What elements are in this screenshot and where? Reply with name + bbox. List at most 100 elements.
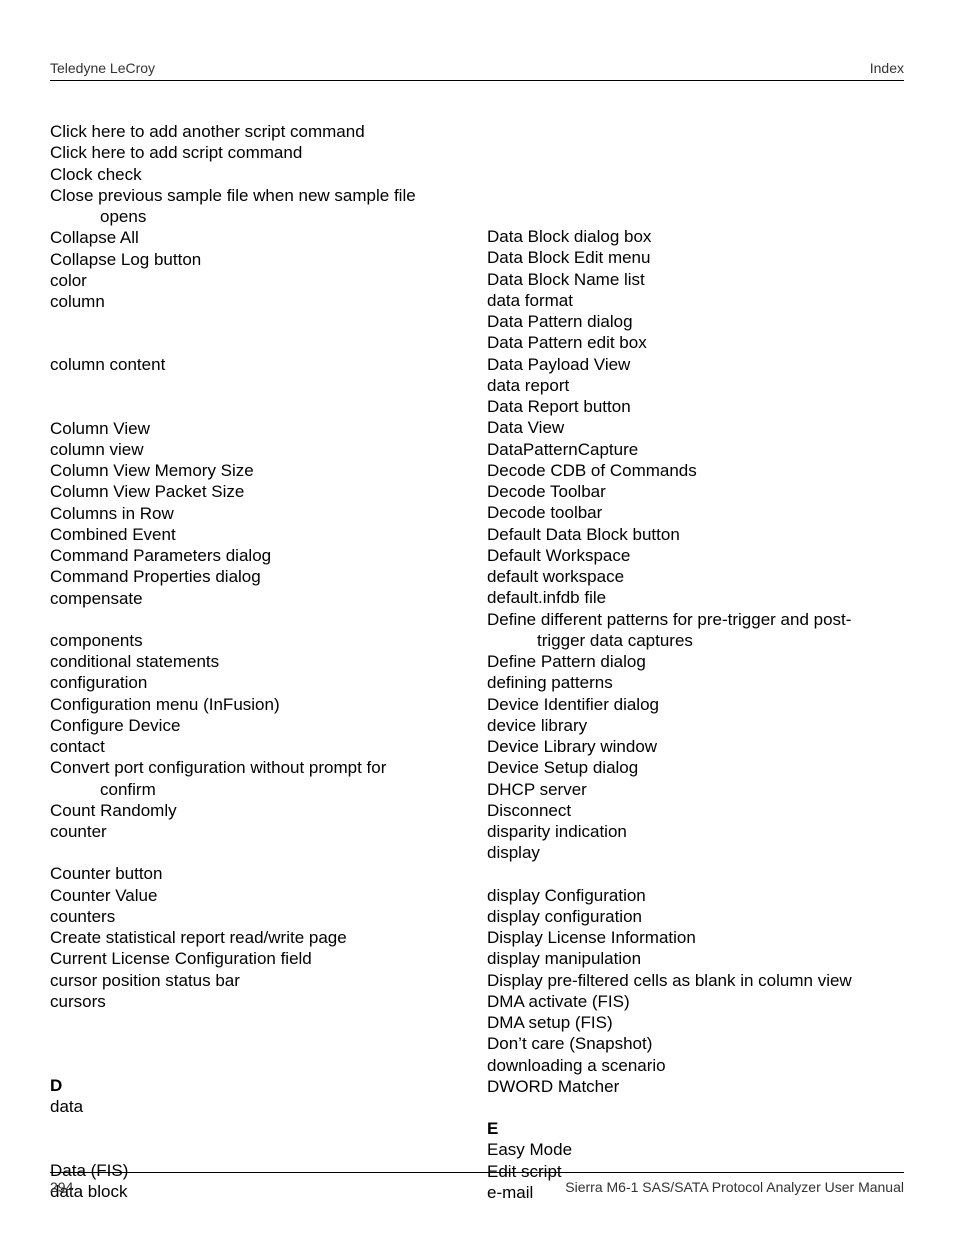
spacer [50, 1139, 467, 1160]
index-entry[interactable]: DHCP server [487, 779, 904, 800]
spacer [487, 121, 904, 142]
index-entry[interactable]: default.infdb file [487, 587, 904, 608]
header-left: Teledyne LeCroy [50, 60, 155, 76]
index-entry[interactable]: Device Library window [487, 736, 904, 757]
index-entry[interactable]: Counter Value [50, 885, 467, 906]
index-entry[interactable]: Counter button [50, 863, 467, 884]
index-entry[interactable]: DMA activate (FIS) [487, 991, 904, 1012]
index-entry[interactable]: compensate [50, 588, 467, 609]
index-entry[interactable]: Define Pattern dialog [487, 651, 904, 672]
header-rule [50, 80, 904, 81]
spacer [50, 609, 467, 630]
index-entry[interactable]: Display License Information [487, 927, 904, 948]
index-entry[interactable]: Configure Device [50, 715, 467, 736]
index-entry[interactable]: DMA setup (FIS) [487, 1012, 904, 1033]
index-entry[interactable]: Create statistical report read/write pag… [50, 927, 467, 948]
index-entry[interactable]: configuration [50, 672, 467, 693]
index-entry[interactable]: DataPatternCapture [487, 439, 904, 460]
index-column-right: Data Block dialog boxData Block Edit men… [487, 121, 904, 1203]
index-entry[interactable]: Column View [50, 418, 467, 439]
index-entry[interactable]: defining patterns [487, 672, 904, 693]
index-entry[interactable]: data report [487, 375, 904, 396]
index-entry[interactable]: Data Pattern dialog [487, 311, 904, 332]
index-entry[interactable]: data format [487, 290, 904, 311]
index-entry[interactable]: Columns in Row [50, 503, 467, 524]
index-entry[interactable]: Collapse All [50, 227, 467, 248]
index-entry[interactable]: Easy Mode [487, 1139, 904, 1160]
index-entry[interactable]: Clock check [50, 164, 467, 185]
index-entry[interactable]: downloading a scenario [487, 1055, 904, 1076]
index-section-letter: D [50, 1075, 467, 1096]
index-entry[interactable]: conditional statements [50, 651, 467, 672]
index-entry[interactable]: Device Setup dialog [487, 757, 904, 778]
index-entry[interactable]: display manipulation [487, 948, 904, 969]
index-entry[interactable]: Data Block dialog box [487, 226, 904, 247]
index-entry[interactable]: Decode CDB of Commands [487, 460, 904, 481]
index-entry-continuation: trigger data captures [487, 630, 904, 651]
index-entry[interactable]: display Configuration [487, 885, 904, 906]
index-entry[interactable]: default workspace [487, 566, 904, 587]
spacer [487, 184, 904, 205]
index-entry[interactable]: Combined Event [50, 524, 467, 545]
index-entry[interactable]: contact [50, 736, 467, 757]
index-entry-continuation: confirm [50, 779, 467, 800]
index-entry[interactable]: Data Payload View [487, 354, 904, 375]
index-entry[interactable]: Default Workspace [487, 545, 904, 566]
index-entry[interactable]: Data Report button [487, 396, 904, 417]
index-entry[interactable]: Click here to add another script command [50, 121, 467, 142]
footer-rule [50, 1172, 904, 1173]
index-entry[interactable]: display [487, 842, 904, 863]
index-entry[interactable]: counter [50, 821, 467, 842]
index-entry[interactable]: Default Data Block button [487, 524, 904, 545]
spacer [50, 1033, 467, 1054]
index-entry[interactable]: display configuration [487, 906, 904, 927]
index-entry[interactable]: Command Parameters dialog [50, 545, 467, 566]
page-number: 294 [50, 1179, 73, 1195]
index-entry[interactable]: Don’t care (Snapshot) [487, 1033, 904, 1054]
index-entry[interactable]: column [50, 291, 467, 312]
index-entry[interactable]: counters [50, 906, 467, 927]
spacer [50, 1054, 467, 1075]
index-entry[interactable]: Data View [487, 417, 904, 438]
header-right: Index [870, 60, 904, 76]
index-entry[interactable]: device library [487, 715, 904, 736]
index-entry[interactable]: Decode toolbar [487, 502, 904, 523]
index-entry[interactable]: Click here to add script command [50, 142, 467, 163]
index-entry[interactable]: Device Identifier dialog [487, 694, 904, 715]
index-section-letter: E [487, 1118, 904, 1139]
index-entry[interactable]: Configuration menu (InFusion) [50, 694, 467, 715]
index-entry[interactable]: components [50, 630, 467, 651]
index-entry[interactable]: Data Pattern edit box [487, 332, 904, 353]
index-entry[interactable]: Column View Packet Size [50, 481, 467, 502]
spacer [50, 397, 467, 418]
index-entry[interactable]: column view [50, 439, 467, 460]
index-entry[interactable]: column content [50, 354, 467, 375]
index-entry[interactable]: Display pre-filtered cells as blank in c… [487, 970, 904, 991]
index-entry[interactable]: Decode Toolbar [487, 481, 904, 502]
index-entry[interactable]: color [50, 270, 467, 291]
index-entry[interactable]: DWORD Matcher [487, 1076, 904, 1097]
index-entry[interactable]: Define different patterns for pre-trigge… [487, 609, 904, 630]
index-entry[interactable]: Current License Configuration field [50, 948, 467, 969]
index-entry-continuation: opens [50, 206, 467, 227]
index-entry[interactable]: Count Randomly [50, 800, 467, 821]
spacer [487, 1097, 904, 1118]
index-entry[interactable]: Data Block Name list [487, 269, 904, 290]
index-entry[interactable]: Data Block Edit menu [487, 247, 904, 268]
index-entry[interactable]: Close previous sample file when new samp… [50, 185, 467, 206]
index-entry[interactable]: Convert port configuration without promp… [50, 757, 467, 778]
index-entry[interactable]: cursors [50, 991, 467, 1012]
index-column-left: Click here to add another script command… [50, 121, 467, 1203]
index-entry[interactable]: Column View Memory Size [50, 460, 467, 481]
index-entry[interactable]: data [50, 1096, 467, 1117]
index-entry[interactable]: Collapse Log button [50, 249, 467, 270]
spacer [487, 142, 904, 163]
index-content: Click here to add another script command… [50, 121, 904, 1203]
index-entry[interactable]: disparity indication [487, 821, 904, 842]
index-entry[interactable]: Command Properties dialog [50, 566, 467, 587]
spacer [50, 1012, 467, 1033]
index-entry[interactable]: Disconnect [487, 800, 904, 821]
index-entry[interactable]: cursor position status bar [50, 970, 467, 991]
manual-title: Sierra M6-1 SAS/SATA Protocol Analyzer U… [565, 1179, 904, 1195]
spacer [50, 333, 467, 354]
